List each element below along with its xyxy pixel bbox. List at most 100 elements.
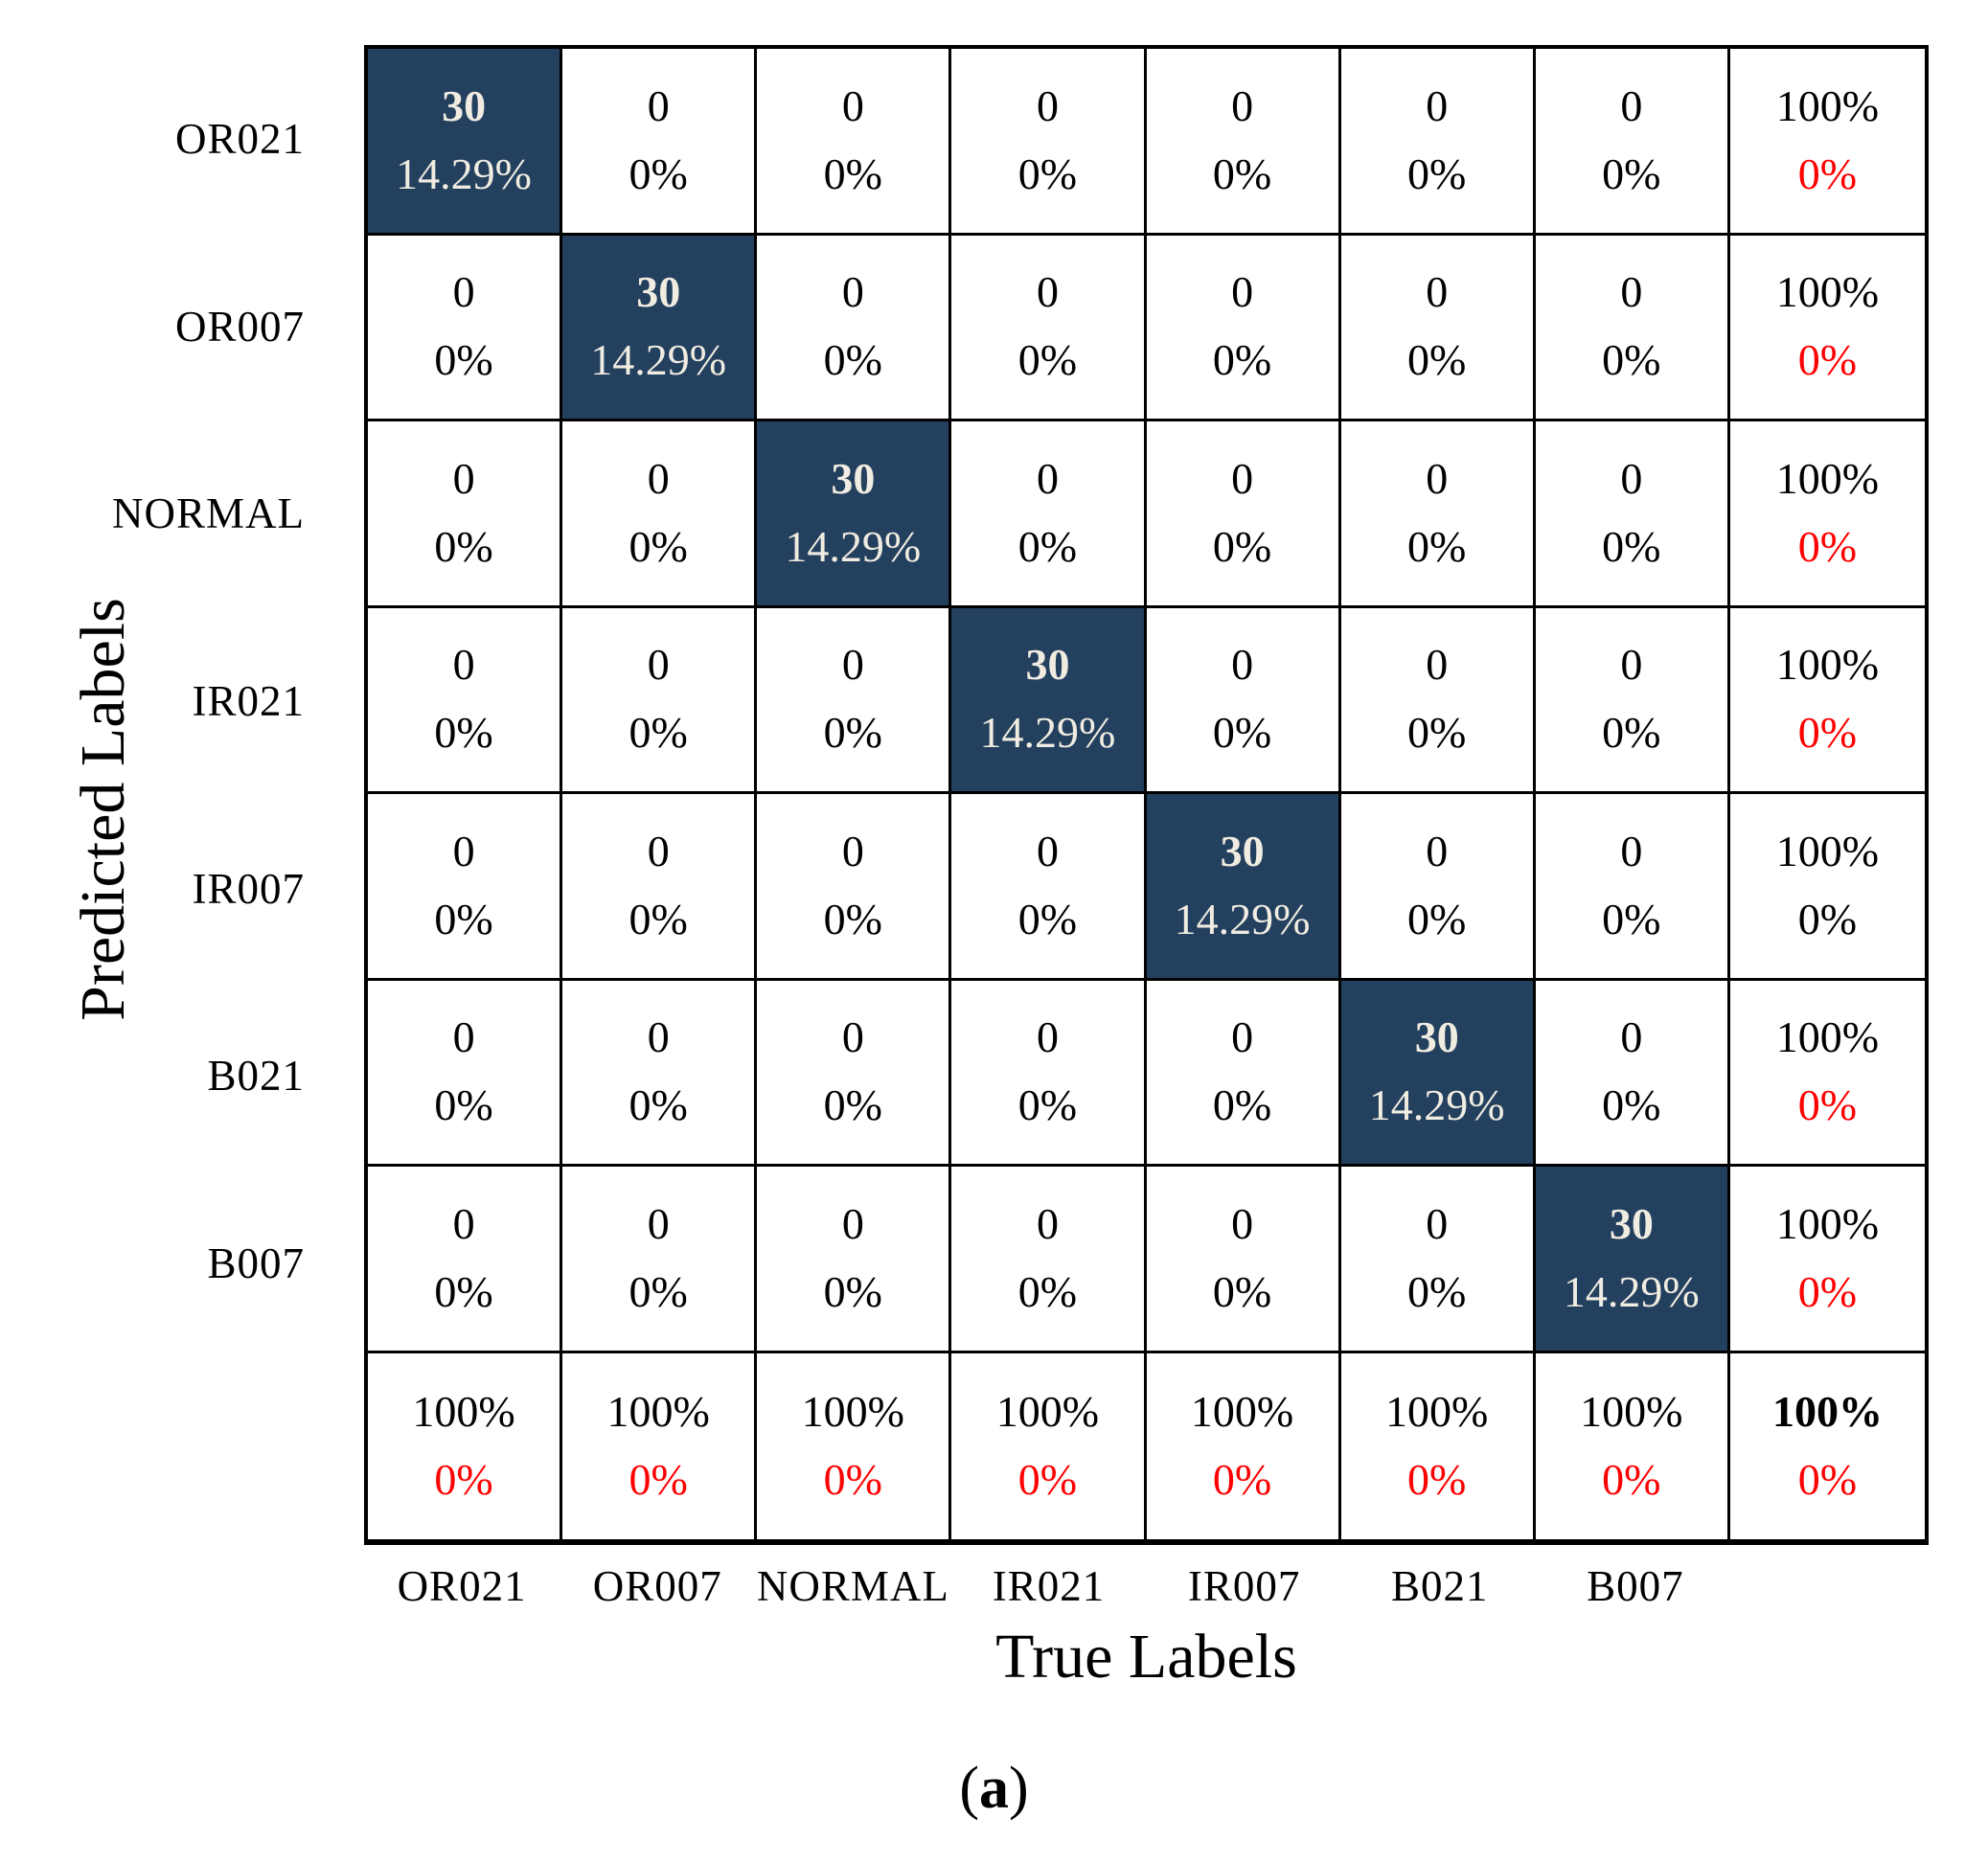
cell-percent: 0% xyxy=(628,521,688,571)
cell-percent: 0% xyxy=(1602,335,1661,385)
cell-percent: 0% xyxy=(1407,335,1467,385)
row-summary-IR007: 100% 0% xyxy=(1729,794,1925,981)
cell-percent: 14.29% xyxy=(1174,894,1311,943)
x-axis-title: True Labels xyxy=(995,1622,1297,1692)
cell-value: 0 xyxy=(1036,826,1059,875)
cell-value: 0 xyxy=(1620,80,1643,130)
cell-percent: 0% xyxy=(1602,521,1661,571)
cell-percent: 0% xyxy=(823,335,882,385)
col-summary-IR007: 100% 0% xyxy=(1147,1352,1341,1539)
cell-value: 30 xyxy=(1609,1198,1654,1248)
cell-percent: 0% xyxy=(1407,521,1467,571)
matrix-cell-B007-IR021: 0 0% xyxy=(951,1167,1147,1353)
cell-percent: 14.29% xyxy=(590,335,727,385)
cell-value: 30 xyxy=(1220,826,1265,875)
cell-percent: 0% xyxy=(628,708,688,758)
x-tick-IR007: IR007 xyxy=(1187,1562,1301,1610)
cell-value: 0 xyxy=(452,826,475,875)
cell-percent: 0% xyxy=(1212,1080,1272,1130)
cell-value: 0 xyxy=(452,453,475,503)
matrix-cell-IR007-IR021: 0 0% xyxy=(951,794,1147,981)
cell-value: 0 xyxy=(452,640,475,690)
cell-value: 0 xyxy=(1231,267,1254,317)
cell-percent: 0% xyxy=(1797,1266,1858,1316)
x-tick-labels: OR021 OR007 NORMAL IR021 IR007 B021 B007 xyxy=(364,1556,1733,1617)
cell-value: 0 xyxy=(647,826,670,875)
cell-percent: 0% xyxy=(1407,708,1467,758)
cell-value: 0 xyxy=(452,1012,475,1062)
cell-value: 100% xyxy=(1775,453,1880,503)
matrix-cell-B007-IR007: 0 0% xyxy=(1146,1167,1341,1353)
col-summary-OR007: 100% 0% xyxy=(562,1352,758,1539)
matrix-cell-OR007-IR021: 0 0% xyxy=(951,235,1147,421)
cell-percent: 0% xyxy=(434,335,493,385)
x-tick-IR021: IR021 xyxy=(992,1562,1106,1610)
matrix-cell-OR021-IR007: 0 0% xyxy=(1146,49,1341,236)
x-tick-NORMAL: NORMAL xyxy=(756,1562,949,1610)
matrix-cell-B021-OR021: 0 0% xyxy=(368,980,563,1167)
cell-value: 30 xyxy=(636,267,681,317)
matrix-cell-NORMAL-B007: 0 0% xyxy=(1535,421,1730,608)
cell-percent: 0% xyxy=(1212,521,1272,571)
matrix-cell-OR007-NORMAL: 0 0% xyxy=(757,235,952,421)
y-tick-B021: B021 xyxy=(207,1052,305,1101)
row-summary-NORMAL: 100% 0% xyxy=(1729,421,1925,608)
cell-value: 0 xyxy=(1620,640,1643,690)
cell-value: 0 xyxy=(647,1012,670,1062)
cell-value: 0 xyxy=(1231,1012,1254,1062)
matrix-cell-B021-B007: 0 0% xyxy=(1535,980,1730,1167)
cell-value: 0 xyxy=(1426,826,1449,875)
cell-percent: 0% xyxy=(1212,148,1272,198)
caption-paren-open: ( xyxy=(959,1756,979,1821)
cell-percent: 0% xyxy=(1212,1454,1272,1504)
matrix-cell-IR021-IR021: 30 14.29% xyxy=(951,607,1147,794)
cell-value: 0 xyxy=(647,453,670,503)
cell-percent: 0% xyxy=(628,1454,688,1504)
cell-percent: 0% xyxy=(1407,1454,1467,1504)
cell-value: 30 xyxy=(1025,640,1070,690)
matrix-cell-NORMAL-NORMAL: 30 14.29% xyxy=(757,421,952,608)
cell-percent: 0% xyxy=(1797,708,1858,758)
cell-percent: 0% xyxy=(823,148,882,198)
figure-caption: (a) xyxy=(0,1755,1988,1823)
matrix-cell-IR007-OR007: 0 0% xyxy=(562,794,758,981)
cell-percent: 0% xyxy=(1017,148,1078,198)
matrix-cell-B007-OR021: 0 0% xyxy=(368,1167,563,1353)
matrix-cell-IR007-B007: 0 0% xyxy=(1535,794,1730,981)
cell-value: 100% xyxy=(1775,1012,1880,1062)
y-tick-OR021: OR021 xyxy=(174,114,305,163)
cell-value: 0 xyxy=(841,1198,864,1248)
cell-percent: 0% xyxy=(628,894,688,943)
matrix-cell-B021-IR021: 0 0% xyxy=(951,980,1147,1167)
matrix-cell-IR021-OR007: 0 0% xyxy=(562,607,758,794)
cell-value: 100% xyxy=(1771,1386,1883,1436)
matrix-cell-B021-OR007: 0 0% xyxy=(562,980,758,1167)
cell-value: 100% xyxy=(1775,1198,1880,1248)
x-tick-OR007: OR007 xyxy=(592,1562,722,1610)
cell-percent: 0% xyxy=(1407,148,1467,198)
cell-percent: 0% xyxy=(1017,521,1078,571)
y-tick-labels: OR021 OR007 NORMAL IR021 IR007 B021 B007 xyxy=(0,45,337,1357)
x-tick-B007: B007 xyxy=(1587,1562,1684,1610)
matrix-cell-B007-OR007: 0 0% xyxy=(562,1167,758,1353)
cell-value: 0 xyxy=(841,267,864,317)
cell-percent: 14.29% xyxy=(785,521,922,571)
cell-value: 0 xyxy=(452,267,475,317)
matrix-cell-OR007-B007: 0 0% xyxy=(1535,235,1730,421)
cell-value: 0 xyxy=(841,640,864,690)
cell-percent: 0% xyxy=(434,1454,493,1504)
y-tick-OR007: OR007 xyxy=(174,302,305,351)
matrix-cell-NORMAL-IR021: 0 0% xyxy=(951,421,1147,608)
cell-value: 0 xyxy=(647,1198,670,1248)
col-summary-OR021: 100% 0% xyxy=(368,1352,563,1539)
cell-value: 0 xyxy=(1426,80,1449,130)
cell-percent: 14.29% xyxy=(1368,1080,1505,1130)
cell-percent: 0% xyxy=(1212,335,1272,385)
cell-value: 0 xyxy=(1426,267,1449,317)
cell-percent: 0% xyxy=(628,1080,688,1130)
matrix-cell-OR021-OR021: 30 14.29% xyxy=(368,49,563,236)
cell-value: 0 xyxy=(1231,640,1254,690)
cell-value: 100% xyxy=(1775,826,1880,875)
matrix-cell-OR007-OR021: 0 0% xyxy=(368,235,563,421)
